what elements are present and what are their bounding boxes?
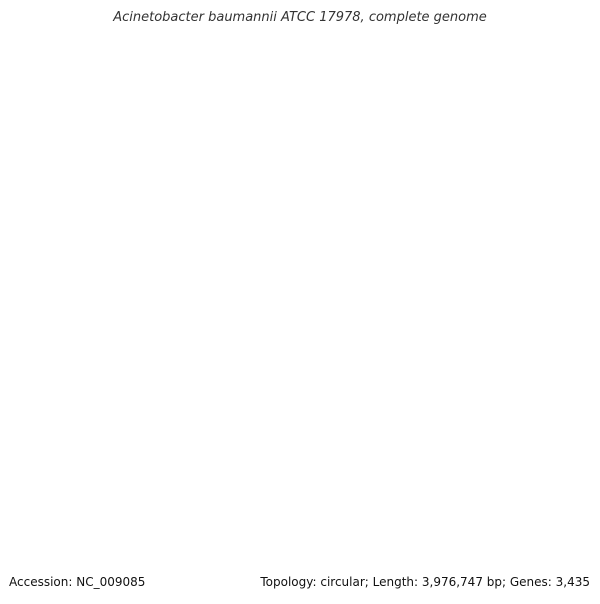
accession-text: Accession: NC_009085 (9, 575, 146, 589)
genome-stats-text: Topology: circular; Length: 3,976,747 bp… (260, 575, 590, 589)
map-title: Acinetobacter baumannii ATCC 17978, comp… (113, 10, 487, 25)
